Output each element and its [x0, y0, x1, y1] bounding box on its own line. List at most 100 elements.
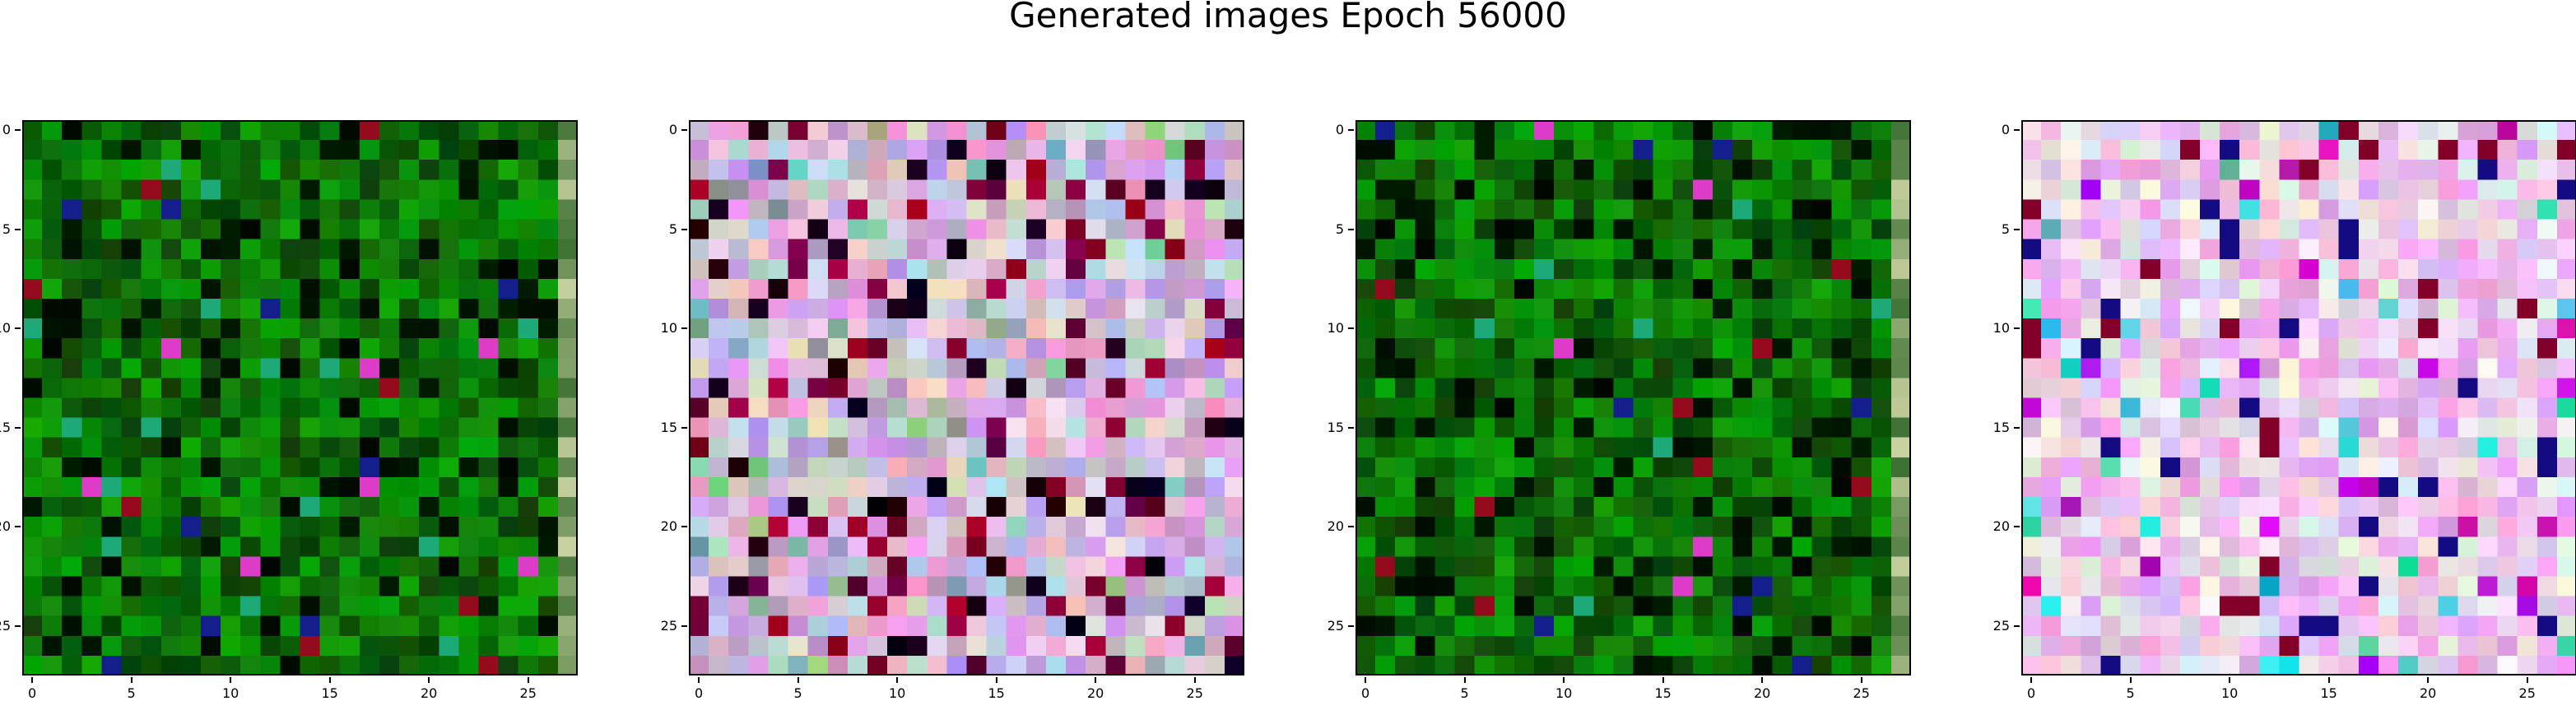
x-tick-label: 10: [888, 685, 906, 701]
y-tick-label: 10: [0, 320, 11, 337]
x-tick-mark: [2129, 677, 2132, 683]
x-tick-label: 25: [2518, 685, 2536, 701]
x-tick-label: 15: [1654, 685, 1672, 701]
x-tick-label: 25: [1853, 685, 1870, 701]
y-tick-mark: [681, 624, 687, 627]
x-tick-mark: [328, 677, 331, 683]
x-tick-mark: [896, 677, 899, 683]
y-tick-mark: [1348, 624, 1354, 627]
generated-image-3: [1355, 120, 1911, 675]
y-tick-label: 5: [1335, 221, 1344, 237]
x-tick-mark: [2030, 677, 2033, 683]
y-tick-label: 20: [1992, 518, 2010, 535]
x-tick-mark: [1365, 677, 1367, 683]
y-tick-mark: [2014, 228, 2020, 230]
y-tick-mark: [681, 129, 687, 132]
y-tick-label: 15: [0, 419, 11, 435]
x-tick-mark: [797, 677, 799, 683]
y-tick-label: 15: [1327, 419, 1344, 435]
x-tick-label: 0: [2026, 685, 2036, 701]
generated-image-panel-2: 0 0 5 5 10 10 15 15 20 20 25 25: [661, 120, 1244, 700]
x-tick-label: 10: [221, 685, 239, 701]
y-tick-mark: [1348, 526, 1354, 528]
y-tick-mark: [15, 129, 21, 132]
y-tick-label: 25: [660, 617, 677, 634]
y-tick-label: 0: [2001, 122, 2010, 138]
x-tick-mark: [1193, 677, 1196, 683]
generated-image-panel-4: 0 0 5 5 10 10 15 15 20 20 25 25: [1993, 120, 2576, 700]
y-tick-label: 5: [668, 221, 677, 237]
x-tick-label: 5: [793, 685, 802, 701]
generated-image-panel-1: 0 0 5 5 10 10 15 15 20 20 25 25: [0, 120, 578, 700]
y-tick-label: 25: [1992, 617, 2010, 634]
y-tick-mark: [2014, 129, 2020, 132]
y-tick-mark: [15, 228, 21, 230]
x-tick-label: 25: [519, 685, 537, 701]
y-tick-mark: [1348, 129, 1354, 132]
x-tick-label: 20: [1754, 685, 1771, 701]
x-tick-label: 0: [27, 685, 37, 701]
x-tick-mark: [2229, 677, 2231, 683]
x-tick-label: 15: [988, 685, 1005, 701]
x-tick-label: 5: [1460, 685, 1469, 701]
y-tick-mark: [1348, 228, 1354, 230]
y-tick-mark: [1348, 327, 1354, 330]
x-tick-mark: [1463, 677, 1466, 683]
y-tick-label: 15: [660, 419, 677, 435]
x-tick-mark: [130, 677, 133, 683]
y-tick-mark: [15, 526, 21, 528]
x-tick-mark: [527, 677, 529, 683]
y-tick-mark: [2014, 327, 2020, 330]
x-tick-label: 5: [2126, 685, 2135, 701]
y-tick-mark: [681, 327, 687, 330]
y-tick-mark: [681, 526, 687, 528]
y-tick-label: 10: [660, 320, 677, 337]
x-tick-label: 10: [2220, 685, 2239, 701]
generated-image-4: [2021, 120, 2576, 675]
y-tick-label: 10: [1992, 320, 2010, 337]
generated-image-2: [689, 120, 1244, 675]
x-tick-mark: [1761, 677, 1764, 683]
y-tick-label: 25: [0, 617, 11, 634]
generated-image-1: [22, 120, 578, 675]
x-tick-label: 20: [421, 685, 438, 701]
x-tick-mark: [2327, 677, 2330, 683]
x-tick-label: 25: [1186, 685, 1203, 701]
x-tick-label: 20: [1087, 685, 1104, 701]
x-tick-mark: [31, 677, 34, 683]
x-tick-label: 10: [1555, 685, 1573, 701]
x-tick-mark: [1662, 677, 1664, 683]
x-tick-mark: [2526, 677, 2528, 683]
y-tick-label: 15: [1992, 419, 2010, 435]
y-tick-mark: [681, 228, 687, 230]
generated-image-panel-3: 0 0 5 5 10 10 15 15 20 20 25 25: [1328, 120, 1911, 700]
x-tick-label: 0: [1360, 685, 1370, 701]
y-tick-mark: [15, 327, 21, 330]
y-tick-mark: [2014, 426, 2020, 429]
x-tick-mark: [230, 677, 232, 683]
y-tick-mark: [681, 426, 687, 429]
x-tick-mark: [1860, 677, 1862, 683]
y-tick-mark: [1348, 426, 1354, 429]
figure-title: Generated images Epoch 56000: [1009, 0, 1567, 35]
y-tick-label: 0: [668, 122, 677, 138]
y-tick-label: 5: [2001, 221, 2010, 237]
y-tick-mark: [2014, 624, 2020, 627]
y-tick-label: 20: [0, 518, 11, 535]
x-tick-mark: [995, 677, 997, 683]
x-tick-label: 15: [2320, 685, 2337, 701]
x-tick-mark: [1563, 677, 1565, 683]
y-tick-mark: [2014, 526, 2020, 528]
y-tick-mark: [15, 624, 21, 627]
x-tick-label: 20: [2420, 685, 2437, 701]
y-tick-label: 5: [2, 221, 11, 237]
x-tick-label: 15: [321, 685, 338, 701]
x-tick-mark: [428, 677, 430, 683]
x-tick-mark: [698, 677, 700, 683]
y-tick-label: 20: [1327, 518, 1344, 535]
y-tick-mark: [15, 426, 21, 429]
x-tick-label: 5: [127, 685, 136, 701]
x-tick-label: 0: [694, 685, 704, 701]
y-tick-label: 10: [1327, 320, 1344, 337]
y-tick-label: 0: [1335, 122, 1344, 138]
